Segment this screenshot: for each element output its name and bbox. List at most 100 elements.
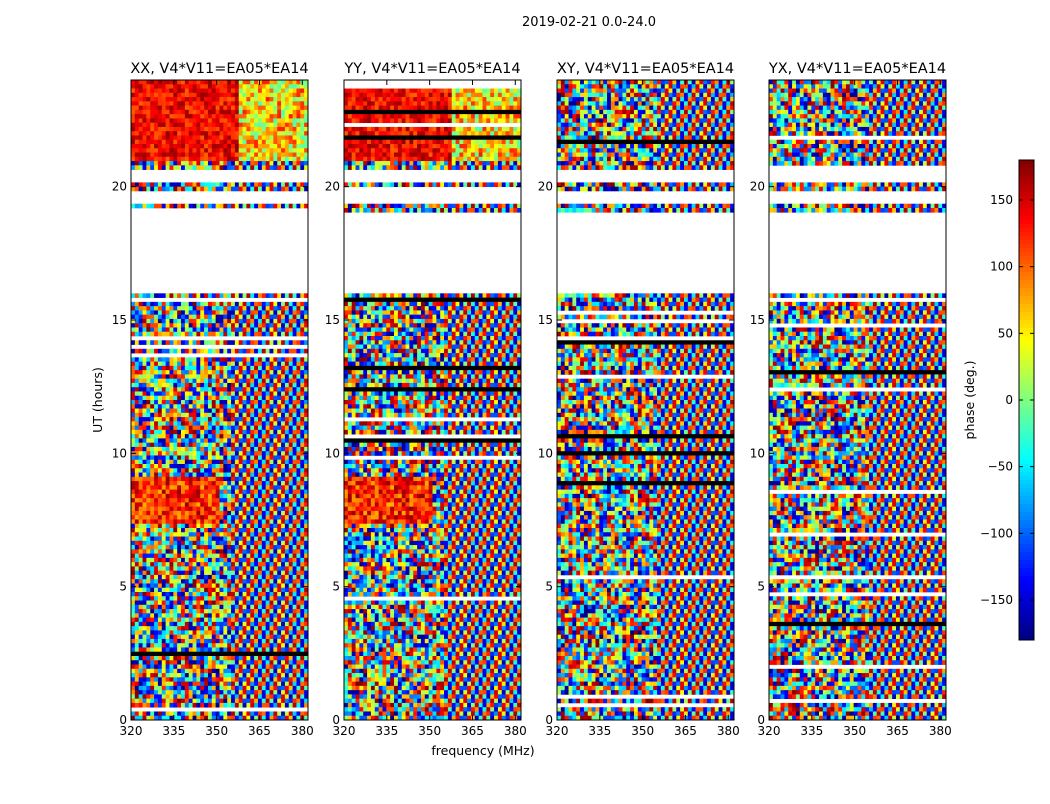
colorbar-segment bbox=[1019, 292, 1034, 296]
colorbar-segment bbox=[1019, 284, 1034, 288]
panel-title-xy: XY, V4*V11=EA05*EA14 bbox=[557, 61, 734, 77]
colorbar-segment bbox=[1019, 388, 1034, 392]
x-tick-label: 350 bbox=[205, 724, 228, 738]
y-tick-label: 0 bbox=[757, 713, 765, 727]
colorbar-segment bbox=[1019, 344, 1034, 348]
colorbar-segment bbox=[1019, 296, 1034, 300]
colorbar-segment bbox=[1019, 584, 1034, 588]
y-tick-label: 20 bbox=[325, 180, 340, 194]
colorbar-segment bbox=[1019, 608, 1034, 612]
colorbar-segment bbox=[1019, 540, 1034, 544]
x-tick-label: 380 bbox=[717, 724, 740, 738]
colorbar-segment bbox=[1019, 548, 1034, 552]
colorbar-label: phase (deg.) bbox=[962, 361, 977, 440]
colorbar-segment bbox=[1019, 528, 1034, 532]
colorbar-segment bbox=[1019, 612, 1034, 616]
panel-yy-heatmap bbox=[344, 89, 521, 721]
colorbar-segment bbox=[1019, 560, 1034, 564]
colorbar-segment bbox=[1019, 592, 1034, 596]
colorbar-segment bbox=[1019, 244, 1034, 248]
panel-title-yy: YY, V4*V11=EA05*EA14 bbox=[343, 61, 520, 77]
colorbar-tick-label: −150 bbox=[980, 593, 1013, 607]
colorbar-segment bbox=[1019, 516, 1034, 520]
colorbar-segment bbox=[1019, 340, 1034, 344]
colorbar-segment bbox=[1019, 624, 1034, 628]
y-tick-label: 20 bbox=[112, 180, 127, 194]
colorbar-segment bbox=[1019, 172, 1034, 176]
panel-xx-heatmap bbox=[131, 80, 308, 720]
colorbar-segment bbox=[1019, 308, 1034, 312]
colorbar-segment bbox=[1019, 184, 1034, 188]
colorbar-segment bbox=[1019, 200, 1034, 204]
colorbar-segment bbox=[1019, 368, 1034, 372]
colorbar-segment bbox=[1019, 220, 1034, 224]
colorbar-segment bbox=[1019, 268, 1034, 272]
colorbar-segment bbox=[1019, 260, 1034, 264]
colorbar-segment bbox=[1019, 192, 1034, 196]
y-tick-label: 15 bbox=[325, 313, 340, 327]
colorbar-tick-label: 50 bbox=[998, 326, 1013, 340]
y-tick-label: 20 bbox=[750, 180, 765, 194]
colorbar-segment bbox=[1019, 492, 1034, 496]
colorbar-segment bbox=[1019, 480, 1034, 484]
colorbar-segment bbox=[1019, 168, 1034, 172]
colorbar-segment bbox=[1019, 204, 1034, 208]
colorbar-segment bbox=[1019, 532, 1034, 536]
x-tick-label: 365 bbox=[461, 724, 484, 738]
colorbar-segment bbox=[1019, 536, 1034, 540]
colorbar-segment bbox=[1019, 176, 1034, 180]
colorbar-segment bbox=[1019, 408, 1034, 412]
colorbar-segment bbox=[1019, 448, 1034, 452]
colorbar-segment bbox=[1019, 524, 1034, 528]
colorbar-segment bbox=[1019, 304, 1034, 308]
y-tick-label: 5 bbox=[545, 580, 553, 594]
panel-title-xx: XX, V4*V11=EA05*EA14 bbox=[130, 61, 308, 77]
colorbar-segment bbox=[1019, 424, 1034, 428]
colorbar-segment bbox=[1019, 160, 1034, 164]
colorbar-segment bbox=[1019, 248, 1034, 252]
colorbar-segment bbox=[1019, 460, 1034, 464]
colorbar-segment bbox=[1019, 392, 1034, 396]
colorbar-segment bbox=[1019, 552, 1034, 556]
colorbar-tick-label: −50 bbox=[988, 460, 1013, 474]
colorbar-segment bbox=[1019, 588, 1034, 592]
colorbar-segment bbox=[1019, 632, 1034, 636]
colorbar-segment bbox=[1019, 620, 1034, 624]
colorbar-segment bbox=[1019, 544, 1034, 548]
colorbar-segment bbox=[1019, 212, 1034, 216]
x-axis-label: frequency (MHz) bbox=[431, 743, 534, 758]
y-tick-label: 15 bbox=[112, 313, 127, 327]
colorbar-segment bbox=[1019, 276, 1034, 280]
colorbar-segment bbox=[1019, 224, 1034, 228]
colorbar-segment bbox=[1019, 364, 1034, 368]
colorbar-segment bbox=[1019, 300, 1034, 304]
colorbar-segment bbox=[1019, 444, 1034, 448]
x-tick-label: 365 bbox=[886, 724, 909, 738]
y-tick-label: 0 bbox=[332, 713, 340, 727]
colorbar-segment bbox=[1019, 508, 1034, 512]
x-tick-label: 335 bbox=[162, 724, 185, 738]
x-tick-label: 380 bbox=[929, 724, 952, 738]
colorbar-segment bbox=[1019, 556, 1034, 560]
colorbar-segment bbox=[1019, 240, 1034, 244]
y-tick-label: 5 bbox=[119, 580, 127, 594]
colorbar-segment bbox=[1019, 232, 1034, 236]
x-tick-label: 350 bbox=[631, 724, 654, 738]
colorbar-segment bbox=[1019, 520, 1034, 524]
colorbar-segment bbox=[1019, 416, 1034, 420]
x-tick-label: 365 bbox=[674, 724, 697, 738]
colorbar-segment bbox=[1019, 356, 1034, 360]
x-tick-label: 335 bbox=[588, 724, 611, 738]
colorbar-segment bbox=[1019, 616, 1034, 620]
colorbar-segment bbox=[1019, 208, 1034, 212]
y-tick-label: 10 bbox=[750, 446, 765, 460]
colorbar-segment bbox=[1019, 380, 1034, 384]
chart-title: 2019-02-21 0.0-24.0 bbox=[522, 15, 656, 30]
colorbar-segment bbox=[1019, 484, 1034, 488]
